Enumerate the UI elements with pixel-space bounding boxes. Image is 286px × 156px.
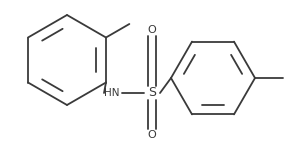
Text: O: O — [148, 25, 156, 35]
Text: O: O — [148, 130, 156, 140]
Text: S: S — [148, 86, 156, 100]
Text: HN: HN — [104, 88, 120, 98]
